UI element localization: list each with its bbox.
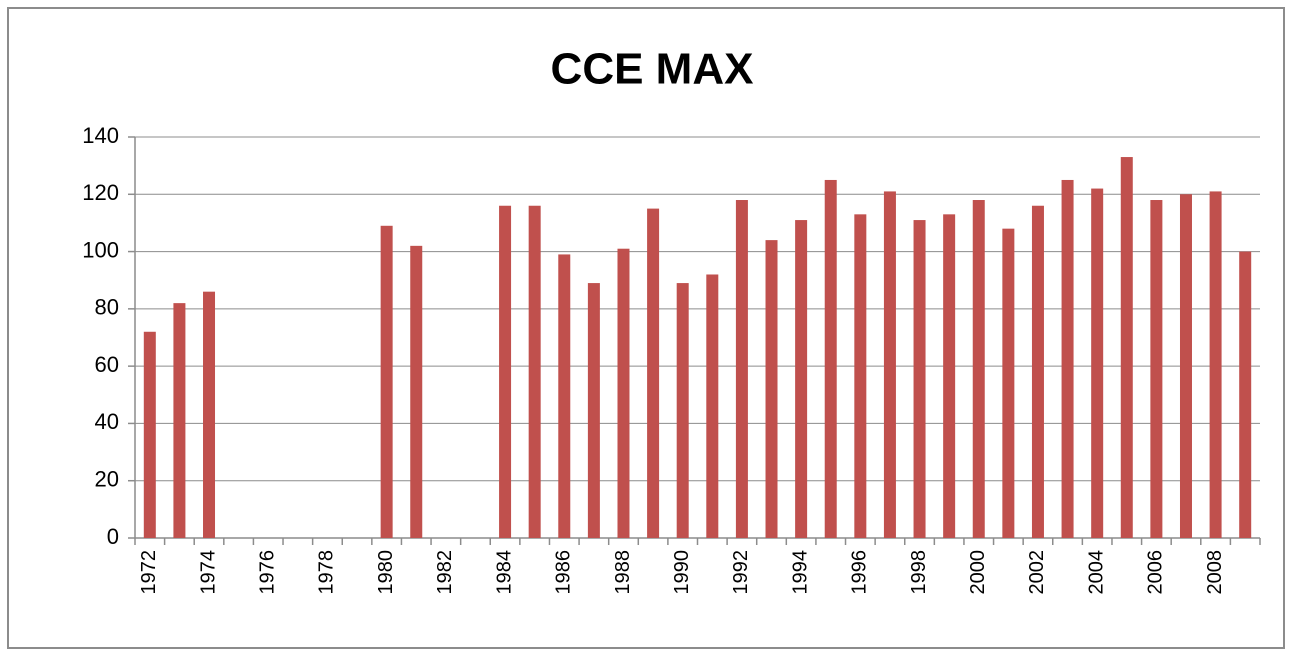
bar (706, 274, 719, 538)
bar (765, 240, 778, 538)
bar (203, 291, 216, 538)
x-tick-label: 1996 (849, 550, 871, 595)
y-tick-label: 0 (107, 524, 119, 549)
bar (735, 200, 748, 538)
bar (1061, 179, 1074, 538)
bar (854, 214, 867, 539)
x-tick-label: 1986 (553, 550, 575, 595)
x-tick-label: 1978 (316, 550, 338, 595)
bar (943, 214, 956, 539)
x-tick-label: 1998 (908, 550, 930, 595)
x-tick-label: 1982 (434, 550, 456, 595)
bar (587, 283, 600, 538)
x-tick-label: 1994 (789, 550, 811, 595)
bar (1120, 157, 1133, 539)
bar (1002, 228, 1015, 538)
y-tick-label: 100 (82, 237, 119, 262)
y-tick-label: 60 (95, 352, 119, 377)
y-tick-label: 20 (95, 467, 119, 492)
x-tick-label: 2002 (1026, 550, 1048, 595)
x-tick-label: 1972 (138, 550, 160, 595)
bar (676, 283, 689, 538)
x-tick-label: 1974 (197, 550, 219, 595)
bar (499, 205, 512, 538)
x-tick-label: 2004 (1085, 550, 1107, 595)
bar (410, 245, 423, 539)
bar (558, 254, 571, 538)
x-tick-label: 2006 (1145, 550, 1167, 595)
bar (1239, 251, 1252, 539)
bar (1091, 188, 1104, 539)
bar (143, 331, 156, 538)
bar (528, 205, 541, 538)
bar (913, 220, 926, 539)
x-tick-label: 1990 (671, 550, 693, 595)
bar (380, 225, 393, 539)
y-tick-label: 140 (82, 123, 119, 148)
bar (1209, 191, 1222, 538)
bar (883, 191, 896, 538)
x-tick-label: 1984 (493, 550, 515, 595)
bar (824, 179, 837, 538)
bar (647, 208, 660, 538)
bar (173, 303, 186, 538)
bar (617, 248, 630, 538)
chart-title: CCE MAX (551, 45, 754, 94)
bar (1150, 200, 1163, 538)
bar (795, 220, 808, 539)
bar (1031, 205, 1044, 538)
x-tick-label: 1992 (730, 550, 752, 595)
y-tick-label: 80 (95, 295, 119, 320)
x-tick-label: 1980 (375, 550, 397, 595)
x-tick-label: 2000 (967, 550, 989, 595)
bar (1179, 194, 1192, 539)
x-tick-label: 1988 (612, 550, 634, 595)
x-tick-label: 2008 (1204, 550, 1226, 595)
x-tick-label: 1976 (257, 550, 279, 595)
y-tick-label: 40 (95, 409, 119, 434)
bar (972, 200, 985, 538)
y-tick-label: 120 (82, 180, 119, 205)
